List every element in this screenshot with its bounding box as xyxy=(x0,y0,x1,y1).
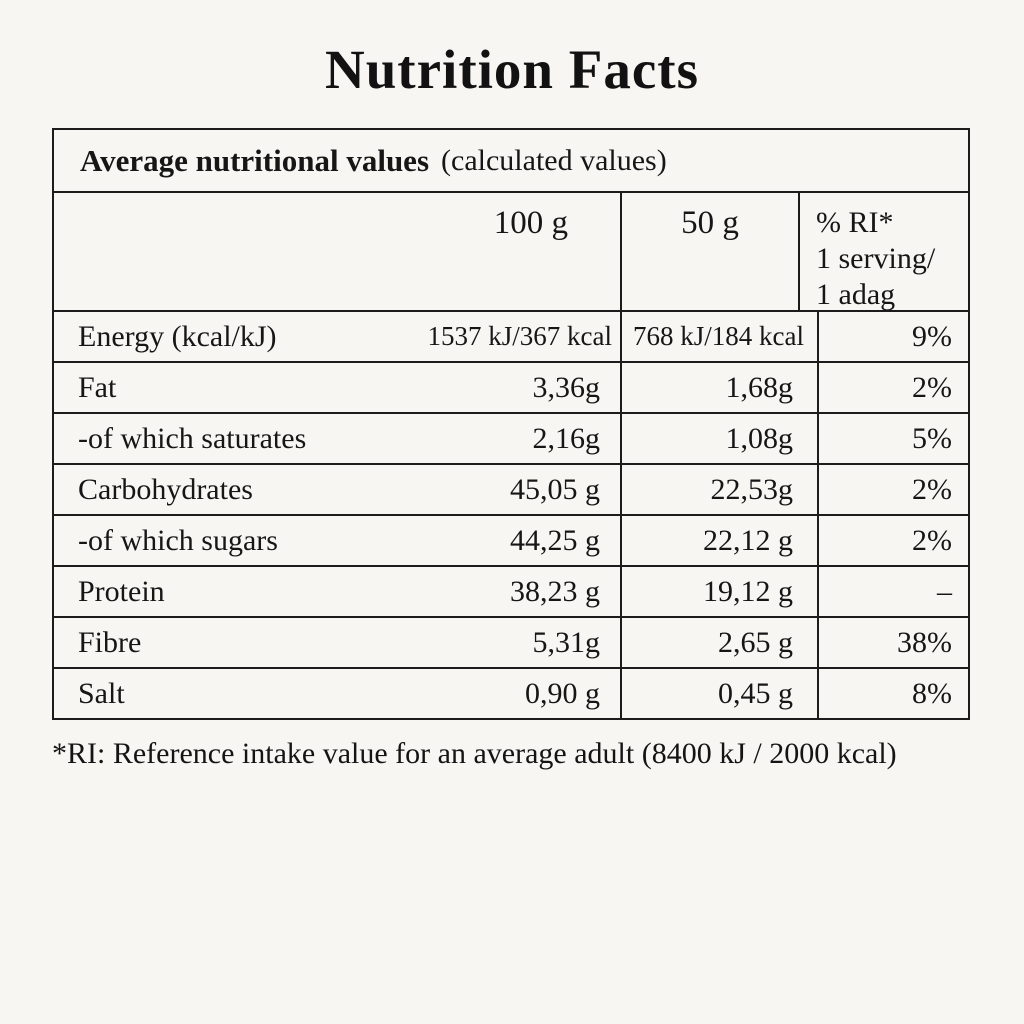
value-50g: 2,65 g xyxy=(718,625,793,659)
table-row-salt: Salt 0,90 g 0,45 g 8% xyxy=(54,667,968,718)
value-100g: 38,23 g xyxy=(510,574,600,608)
page-title: Nutrition Facts xyxy=(325,39,699,100)
nutrition-table: Average nutritional values (calculated v… xyxy=(52,128,970,720)
value-ri: 2% xyxy=(912,472,952,506)
value-ri: 5% xyxy=(912,421,952,455)
col-header-50g: 50 g xyxy=(620,193,798,310)
value-ri: 38% xyxy=(897,625,952,659)
value-ri: – xyxy=(937,574,952,608)
row-label: -of which saturates xyxy=(78,421,307,455)
row-label: Energy (kcal/kJ) xyxy=(78,319,277,353)
table-caption-note: (calculated values) xyxy=(441,143,667,177)
value-50g: 19,12 g xyxy=(703,574,793,608)
value-100g: 1537 kJ/367 kcal xyxy=(427,321,612,351)
value-ri: 2% xyxy=(912,370,952,404)
table-row-sugars: -of which sugars 44,25 g 22,12 g 2% xyxy=(54,514,968,565)
value-100g: 5,31g xyxy=(532,625,601,659)
col-header-100g-label: 100 g xyxy=(493,205,568,241)
column-header-row: 100 g 50 g % RI* 1 serving/ 1 adag xyxy=(54,191,968,311)
col-header-50g-label: 50 g xyxy=(681,205,739,241)
col-header-ri-line3: 1 adag xyxy=(816,278,896,311)
row-label: Fat xyxy=(78,370,117,404)
table-row-fat: Fat 3,36g 1,68g 2% xyxy=(54,361,968,412)
row-label: Carbohydrates xyxy=(78,472,253,506)
value-ri: 8% xyxy=(912,676,952,710)
table-row-saturates: -of which saturates 2,16g 1,08g 5% xyxy=(54,412,968,463)
table-row-carbohydrates: Carbohydrates 45,05 g 22,53g 2% xyxy=(54,463,968,514)
row-label: Salt xyxy=(78,676,125,710)
value-100g: 45,05 g xyxy=(510,472,600,506)
col-header-100g: 100 g xyxy=(54,193,620,310)
value-50g: 22,12 g xyxy=(703,523,793,557)
row-label: Protein xyxy=(78,574,165,608)
table-caption-bold: Average nutritional values xyxy=(80,142,430,178)
table-caption-row: Average nutritional values (calculated v… xyxy=(54,130,968,191)
col-header-ri: % RI* 1 serving/ 1 adag xyxy=(798,193,968,311)
row-label: Fibre xyxy=(78,625,142,659)
reference-intake-footnote: *RI: Reference intake value for an avera… xyxy=(52,737,897,770)
value-50g: 0,45 g xyxy=(718,676,793,710)
table-row-fibre: Fibre 5,31g 2,65 g 38% xyxy=(54,616,968,667)
col-header-ri-line2: 1 serving/ xyxy=(816,242,936,275)
col-header-ri-line1: % RI* xyxy=(816,206,894,239)
value-100g: 3,36g xyxy=(532,370,601,404)
value-100g: 44,25 g xyxy=(510,523,600,557)
value-100g: 0,90 g xyxy=(525,676,600,710)
value-100g: 2,16g xyxy=(532,421,601,455)
row-label: -of which sugars xyxy=(78,523,278,557)
value-50g: 768 kJ/184 kcal xyxy=(633,321,804,351)
value-50g: 22,53g xyxy=(710,472,794,506)
value-ri: 2% xyxy=(912,523,952,557)
value-ri: 9% xyxy=(912,319,952,353)
table-row-protein: Protein 38,23 g 19,12 g – xyxy=(54,565,968,616)
value-50g: 1,68g xyxy=(725,370,794,404)
table-row-energy: Energy (kcal/kJ) 1537 kJ/367 kcal 768 kJ… xyxy=(54,310,968,361)
value-50g: 1,08g xyxy=(725,421,794,455)
